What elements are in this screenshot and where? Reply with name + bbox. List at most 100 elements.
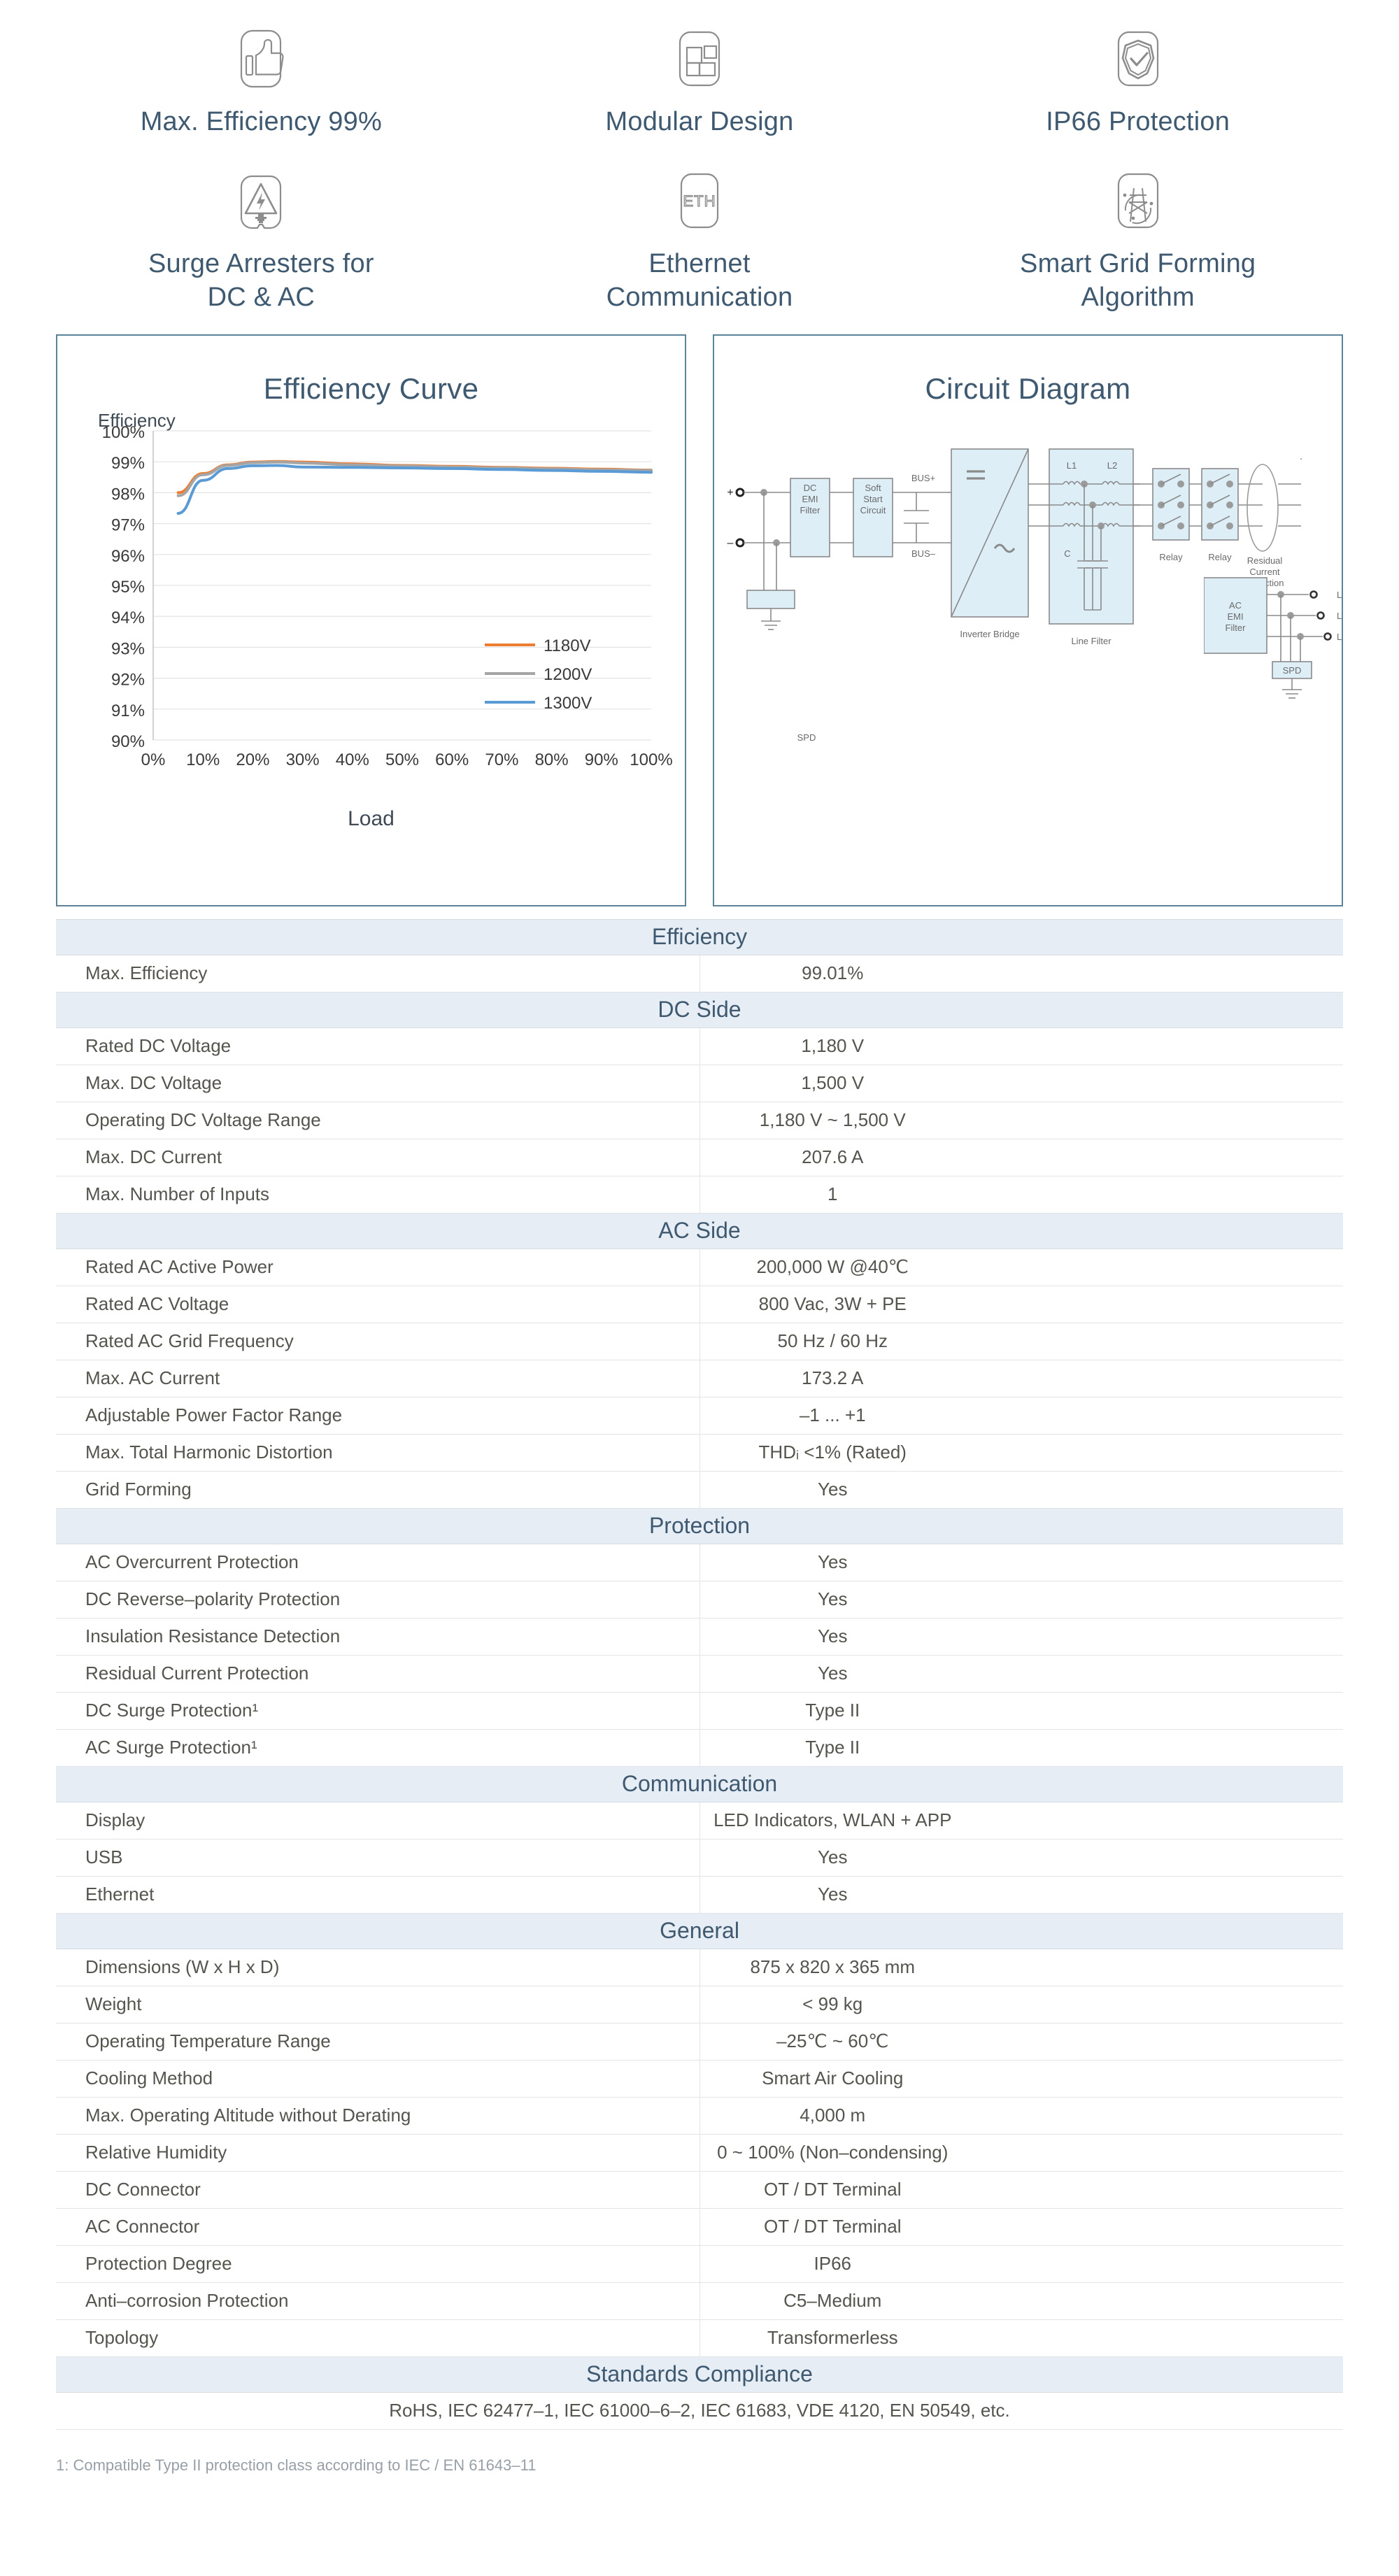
circuit-ac-output-svg: AC EMI Filter SPD L1 L2 L3 [1204,577,1343,699]
spec-key: Max. Number of Inputs [56,1176,700,1214]
x-tick-label: 100% [630,750,672,769]
spec-value: Yes [700,1544,1343,1581]
y-tick-label: 92% [111,670,144,689]
x-tick-label: 10% [186,750,220,769]
label-spd-ac: SPD [1283,665,1302,676]
chart-gridlines [152,430,651,741]
label-inverter-bridge: Inverter Bridge [960,629,1019,639]
spec-value: 207.6 A [700,1139,1343,1176]
label-l2: L2 [1107,460,1116,471]
spec-value: Type II [700,1692,1343,1730]
panel-title-efficiency: Efficiency Curve [263,371,479,405]
label-dc-plus: + [727,487,733,499]
feature-ethernet-communication: ETH Ethernet Communication [481,153,919,322]
table-row: RoHS, IEC 62477–1, IEC 61000–6–2, IEC 61… [56,2392,1343,2430]
spec-key: AC Connector [56,2208,700,2246]
label-bus-plus: BUS+ [911,473,935,483]
spec-key: Max. Total Harmonic Distortion [56,1434,700,1472]
spec-section-header: DC Side [56,991,1343,1028]
spec-value: 99.01% [700,955,1343,992]
efficiency-chart-svg: 90% 91% 92% 93% 94% 95% 96% 97% 98% 99% 100% 0% 10%… [101,423,672,769]
spec-section-title: Communication [56,1765,1343,1802]
x-tick-label: 20% [236,750,269,769]
spec-key: Protection Degree [56,2245,700,2283]
svg-text:Filter: Filter [1226,622,1247,633]
spec-value: 800 Vac, 3W + PE [700,1286,1343,1323]
spec-section-header: Standards Compliance [56,2356,1343,2393]
spec-value: Yes [700,1876,1343,1914]
spec-key: Anti–corrosion Protection [56,2282,700,2320]
spec-key: Residual Current Protection [56,1655,700,1693]
spec-value: 4,000 m [700,2097,1343,2135]
x-tick-label: 50% [385,750,418,769]
spec-section-title: Standards Compliance [56,2356,1343,2393]
spec-value: OT / DT Terminal [700,2171,1343,2209]
svg-text:EMI: EMI [1227,611,1243,622]
table-row: DC Reverse–polarity Protection Yes [56,1581,1343,1618]
table-row: Max. DC Voltage 1,500 V [56,1065,1343,1102]
spec-value: 1,180 V ~ 1,500 V [700,1102,1343,1139]
spec-key: Operating DC Voltage Range [56,1102,700,1139]
table-row: Max. Operating Altitude without Derating… [56,2097,1343,2135]
chart-series-line [176,460,653,497]
label-l1: L1 [1066,460,1076,471]
table-row: AC Overcurrent Protection Yes [56,1544,1343,1581]
table-row: Max. DC Current 207.6 A [56,1139,1343,1176]
table-row: DC Surge Protection¹ Type II [56,1692,1343,1730]
label-out-l1: L1 [1337,590,1343,600]
label-out-l3: L3 [1337,632,1343,642]
spec-value: LED Indicators, WLAN + APP [700,1802,1343,1840]
spec-section-title: Efficiency [56,918,1343,955]
table-row: Residual Current Protection Yes [56,1655,1343,1693]
modular-blocks-icon [666,25,733,92]
label-relay-1: Relay [1159,552,1183,562]
spec-key: Max. AC Current [56,1360,700,1397]
feature-smart-grid-forming: Smart Grid Forming Algorithm [918,153,1357,322]
svg-text:EMI: EMI [802,494,818,504]
spec-key: AC Surge Protection¹ [56,1729,700,1767]
table-row: Display LED Indicators, WLAN + APP [56,1802,1343,1840]
spec-key: DC Surge Protection¹ [56,1692,700,1730]
spec-key: Dimensions (W x H x D) [56,1949,700,1986]
x-axis-tick-labels: 0% 10% 20% 30% 40% 50% 60% 70% 80% 90% 100% [141,750,672,769]
chart-series [176,460,653,515]
feature-label: Surge Arresters for DC & AC [148,248,374,313]
panels-row: Efficiency Curve Efficiency 90% 91% 92% 93%… [0,322,1399,906]
spec-value: 200,000 W @40℃ [700,1248,1343,1286]
label-ac-emi-filter: AC [1229,600,1242,611]
table-row: Insulation Resistance Detection Yes [56,1618,1343,1656]
table-row: Anti–corrosion Protection C5–Medium [56,2282,1343,2320]
dc-plus-terminal [735,488,744,497]
table-row: Operating Temperature Range –25℃ ~ 60℃ [56,2023,1343,2061]
y-tick-label: 99% [111,454,144,473]
spec-value: RoHS, IEC 62477–1, IEC 61000–6–2, IEC 61… [56,2392,1343,2430]
table-row: AC Surge Protection¹ Type II [56,1729,1343,1767]
spec-value: 1,500 V [700,1065,1343,1102]
label-spd-dc: SPD [797,732,816,743]
spec-value: Yes [700,1471,1343,1509]
spec-key: Operating Temperature Range [56,2023,700,2061]
spec-value: 1 [700,1176,1343,1214]
x-tick-label: 0% [141,750,165,769]
label-dc-emi-filter: DC [803,483,816,493]
spec-key: Weight [56,1986,700,2023]
spec-key: Topology [56,2319,700,2357]
spec-value: 1,180 V [700,1027,1343,1065]
feature-grid: Max. Efficiency 99% Modular Design [0,0,1399,322]
x-tick-label: 40% [335,750,369,769]
feature-ip66-protection: IP66 Protection [918,15,1357,146]
feature-surge-arresters: Surge Arresters for DC & AC [42,153,481,322]
table-row: Rated AC Voltage 800 Vac, 3W + PE [56,1286,1343,1323]
table-row: Cooling Method Smart Air Cooling [56,2060,1343,2098]
spec-key: DC Connector [56,2171,700,2209]
table-row: Operating DC Voltage Range 1,180 V ~ 1,50… [56,1102,1343,1139]
spec-value: IP66 [700,2245,1343,2283]
spec-section-header: Protection [56,1507,1343,1544]
table-row: DC Connector OT / DT Terminal [56,2171,1343,2209]
spec-section-title: General [56,1912,1343,1949]
spec-value: Yes [700,1581,1343,1618]
spec-value: –1 ... +1 [700,1397,1343,1435]
dc-minus-terminal [735,538,744,548]
legend-label: 1180V [544,636,591,655]
label-out-l2: L2 [1337,611,1343,621]
